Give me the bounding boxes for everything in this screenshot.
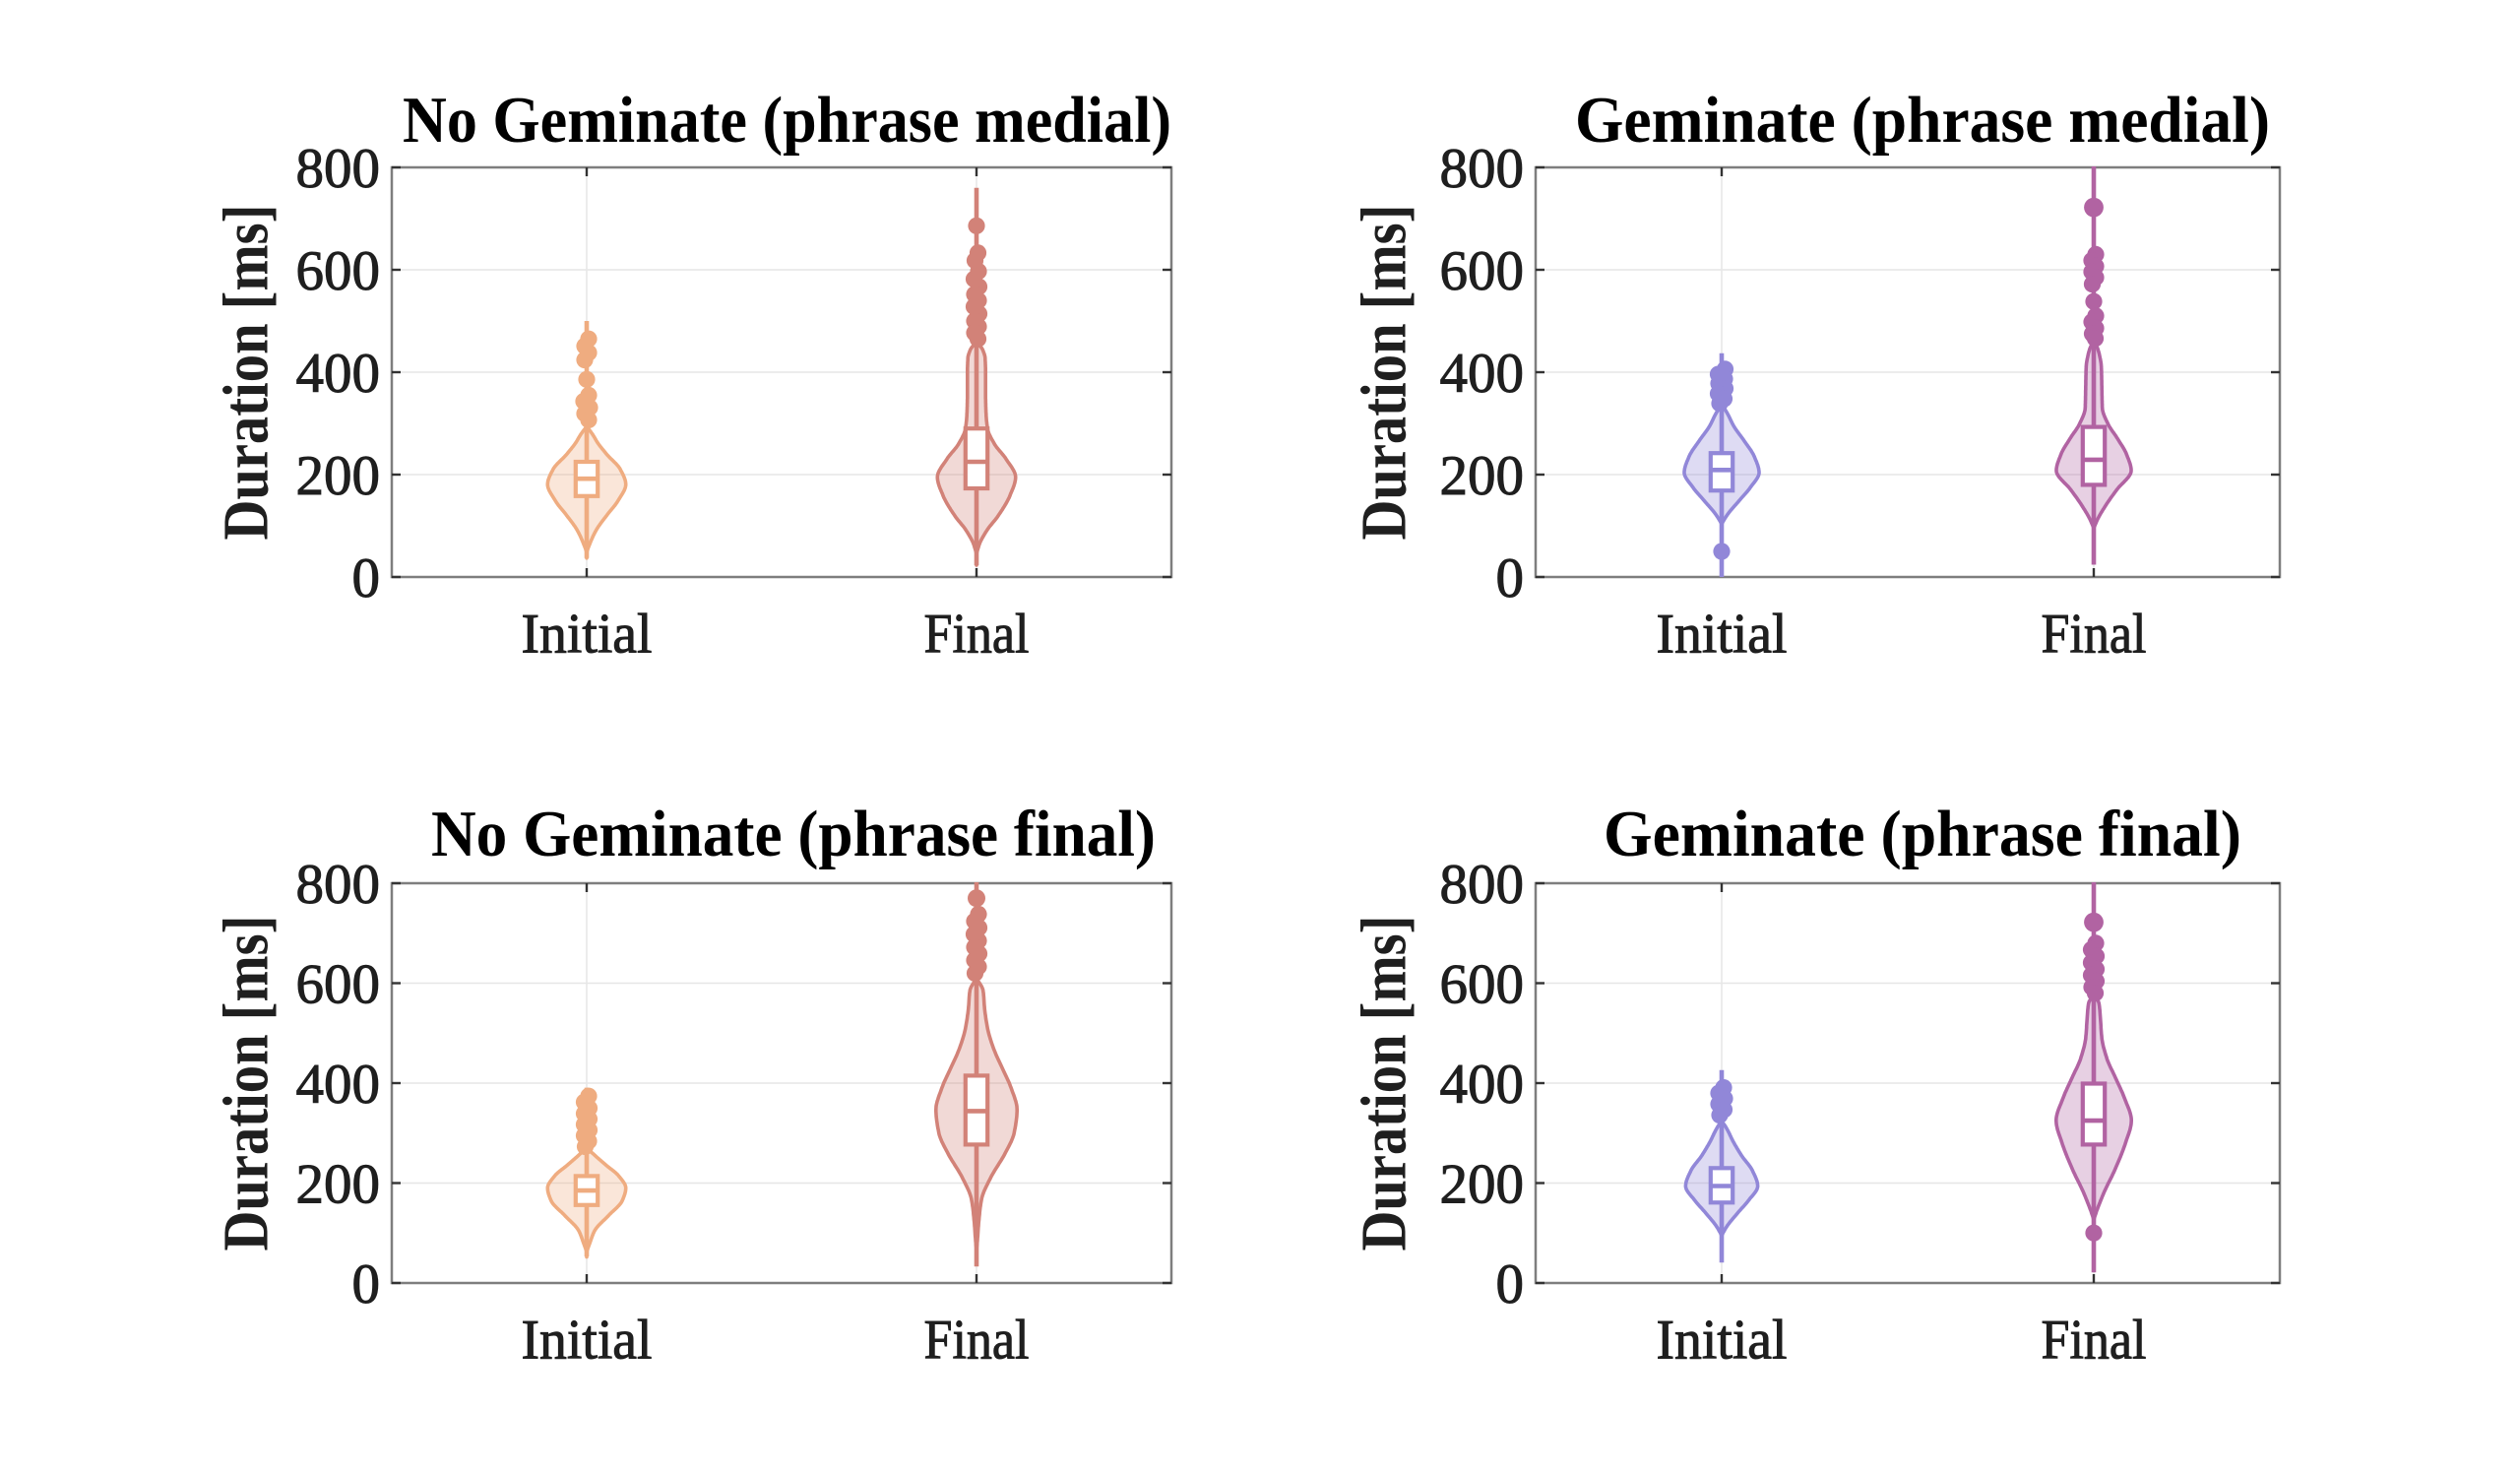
svg-text:600: 600 <box>296 240 381 302</box>
svg-text:600: 600 <box>1440 240 1525 302</box>
svg-text:800: 800 <box>1440 854 1525 916</box>
svg-text:0: 0 <box>1496 1253 1525 1315</box>
svg-text:Geminate (phrase medial): Geminate (phrase medial) <box>1575 84 2270 157</box>
svg-text:Initial: Initial <box>1657 1310 1788 1372</box>
svg-text:200: 200 <box>1440 445 1525 507</box>
svg-text:400: 400 <box>1440 343 1525 405</box>
svg-text:400: 400 <box>296 1054 381 1116</box>
svg-text:0: 0 <box>352 1253 381 1315</box>
svg-text:No Geminate (phrase final): No Geminate (phrase final) <box>431 798 1156 870</box>
svg-text:200: 200 <box>296 1154 381 1216</box>
svg-text:Geminate (phrase final): Geminate (phrase final) <box>1604 798 2241 870</box>
svg-text:600: 600 <box>1440 954 1525 1016</box>
svg-text:Duration [ms]: Duration [ms] <box>1349 916 1420 1251</box>
svg-text:Initial: Initial <box>522 1310 653 1372</box>
svg-text:Final: Final <box>924 1310 1030 1372</box>
svg-text:0: 0 <box>1496 547 1525 609</box>
svg-text:200: 200 <box>296 445 381 507</box>
svg-text:Duration [ms]: Duration [ms] <box>211 916 283 1251</box>
svg-text:600: 600 <box>296 954 381 1016</box>
svg-text:800: 800 <box>1440 138 1525 200</box>
svg-text:0: 0 <box>352 547 381 609</box>
svg-text:Initial: Initial <box>1657 604 1788 666</box>
svg-text:Duration [ms]: Duration [ms] <box>211 205 283 541</box>
svg-text:200: 200 <box>1440 1154 1525 1216</box>
svg-text:800: 800 <box>296 854 381 916</box>
svg-text:Initial: Initial <box>522 604 653 666</box>
svg-text:Duration [ms]: Duration [ms] <box>1349 205 1420 541</box>
svg-text:No Geminate (phrase medial): No Geminate (phrase medial) <box>403 84 1171 157</box>
svg-text:400: 400 <box>1440 1054 1525 1116</box>
svg-text:Final: Final <box>2042 604 2147 666</box>
svg-text:Final: Final <box>2042 1310 2147 1372</box>
svg-text:400: 400 <box>296 343 381 405</box>
svg-text:800: 800 <box>296 138 381 200</box>
svg-text:Final: Final <box>924 604 1030 666</box>
